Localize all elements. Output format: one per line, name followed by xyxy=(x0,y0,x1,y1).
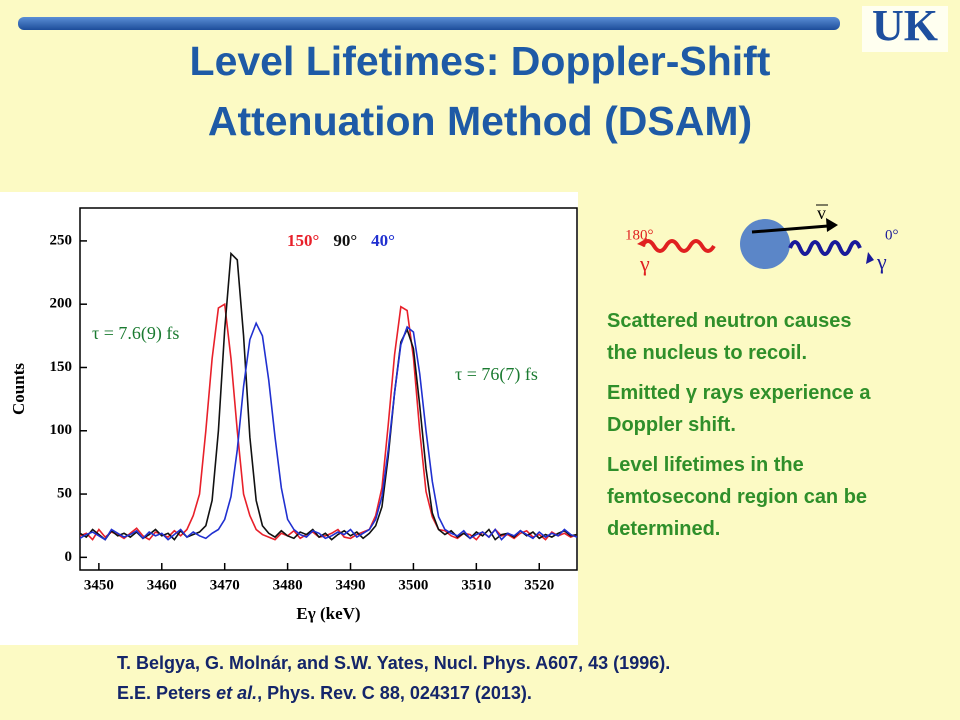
x-tick-label: 3500 xyxy=(398,577,428,593)
series-line xyxy=(80,251,577,541)
x-tick-label: 3520 xyxy=(524,577,554,593)
title: Level Lifetimes: Doppler-Shift xyxy=(189,38,771,84)
title-bar xyxy=(18,17,840,30)
velocity-label: v xyxy=(817,203,826,223)
bullet-line: the nucleus to recoil. xyxy=(607,342,808,364)
legend-entry: 90° xyxy=(333,231,357,250)
arrow-head xyxy=(866,252,874,264)
chart: 0 50 100 150 200 250 3450 3460 3470 3480 3490 3500 3… xyxy=(0,192,578,645)
series-line xyxy=(80,321,577,541)
arrow-head xyxy=(637,238,647,247)
bullets: Scattered neutron causes the nucleus to r… xyxy=(607,305,957,553)
logo: UK xyxy=(872,1,938,50)
logo-box xyxy=(862,6,948,52)
plot-lines xyxy=(80,251,577,541)
y-tick-label: 100 xyxy=(50,422,73,438)
gamma-wave-back xyxy=(640,239,716,253)
legend-entry: 40° xyxy=(371,231,395,250)
reference: E.E. Peters et al., Phys. Rev. C 88, 024… xyxy=(117,678,670,708)
bullet-line: femtosecond region can be xyxy=(607,486,868,508)
bullet: Scattered neutron causes the nucleus to r… xyxy=(607,305,957,369)
bullet: Emitted γ rays experience a Doppler shift… xyxy=(607,377,957,441)
y-tick-label: 150 xyxy=(50,359,73,375)
ref-text: , Phys. Rev. C 88, 024317 (2013). xyxy=(257,683,532,703)
plot-frame xyxy=(79,207,578,571)
bullet-line: Doppler shift. xyxy=(607,414,736,436)
ref-italic: et al. xyxy=(216,683,258,703)
angle-label: 180° xyxy=(625,227,654,243)
gamma-label: γ xyxy=(639,251,650,276)
y-tick-label: 250 xyxy=(50,232,73,248)
y-axis-label: Counts xyxy=(9,363,28,415)
gamma-label: γ xyxy=(876,249,887,274)
annotation: τ = 7.6(9) fs xyxy=(92,323,179,344)
velocity-arrow xyxy=(751,224,829,234)
arrow-head xyxy=(826,218,838,232)
y-tick-label: 50 xyxy=(57,485,72,501)
bullet-line: Scattered neutron causes xyxy=(607,310,852,332)
x-tick-label: 3460 xyxy=(147,577,177,593)
x-tick-label: 3510 xyxy=(461,577,491,593)
x-tick-label: 3470 xyxy=(210,577,240,593)
references: T. Belgya, G. Molnár, and S.W. Yates, Nu… xyxy=(117,648,670,708)
annotation: τ = 76(7) fs xyxy=(455,364,538,385)
x-axis-label: Eγ (keV) xyxy=(296,604,360,623)
y-tick-label: 200 xyxy=(50,296,73,312)
y-tick-label: 0 xyxy=(65,549,73,565)
bullet-line: Level lifetimes in the xyxy=(607,454,804,476)
angle-label: 0° xyxy=(885,227,899,243)
legend-entry: 150° xyxy=(287,231,319,250)
x-tick-label: 3490 xyxy=(336,577,366,593)
gamma-wave-fwd xyxy=(788,240,862,256)
bullet-line: Emitted γ rays experience a xyxy=(607,382,871,404)
reference: T. Belgya, G. Molnár, and S.W. Yates, Nu… xyxy=(117,653,671,673)
bullet: Level lifetimes in the femtosecond region… xyxy=(607,449,957,545)
bullet-line: determined. xyxy=(607,518,721,540)
x-tick-label: 3450 xyxy=(84,577,114,593)
nucleus xyxy=(740,219,790,269)
ref-text: E.E. Peters xyxy=(117,683,217,703)
x-tick-label: 3480 xyxy=(273,577,303,593)
title: Attenuation Method (DSAM) xyxy=(207,98,753,144)
